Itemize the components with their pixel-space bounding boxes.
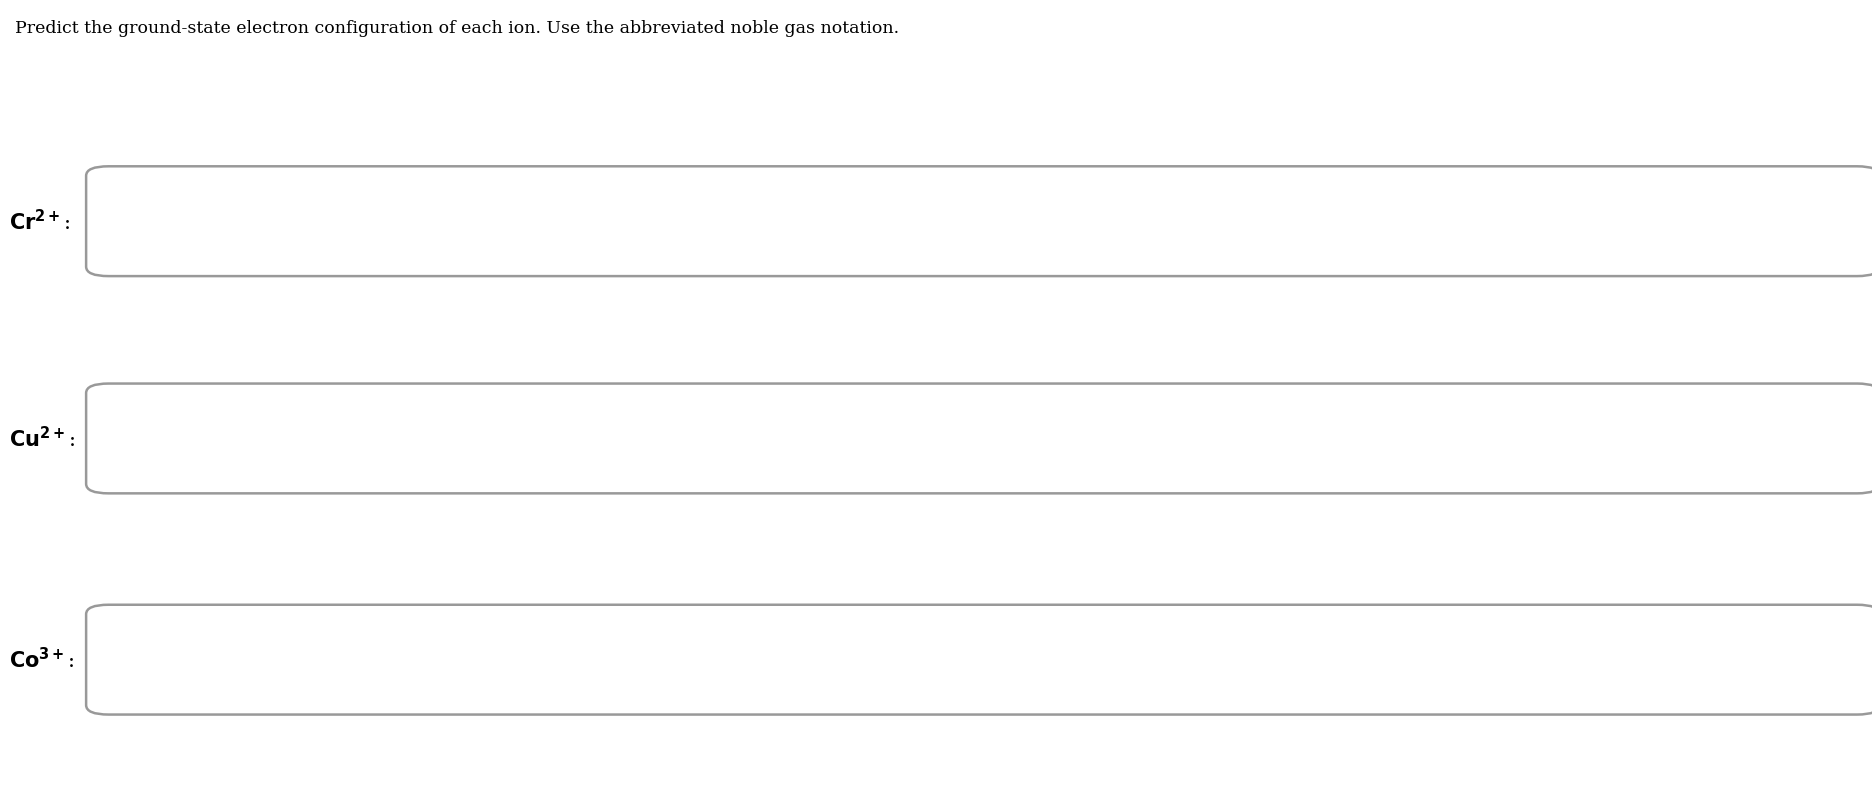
Text: $\mathbf{Cr^{2+}}$:: $\mathbf{Cr^{2+}}$: xyxy=(9,209,71,234)
Text: $\mathbf{Cu^{2+}}$:: $\mathbf{Cu^{2+}}$: xyxy=(9,426,75,451)
Text: $\mathbf{Co^{3+}}$:: $\mathbf{Co^{3+}}$: xyxy=(9,647,75,672)
Text: Predict the ground-state electron configuration of each ion. Use the abbreviated: Predict the ground-state electron config… xyxy=(15,20,899,37)
FancyBboxPatch shape xyxy=(86,384,1872,493)
FancyBboxPatch shape xyxy=(86,605,1872,714)
FancyBboxPatch shape xyxy=(86,167,1872,276)
